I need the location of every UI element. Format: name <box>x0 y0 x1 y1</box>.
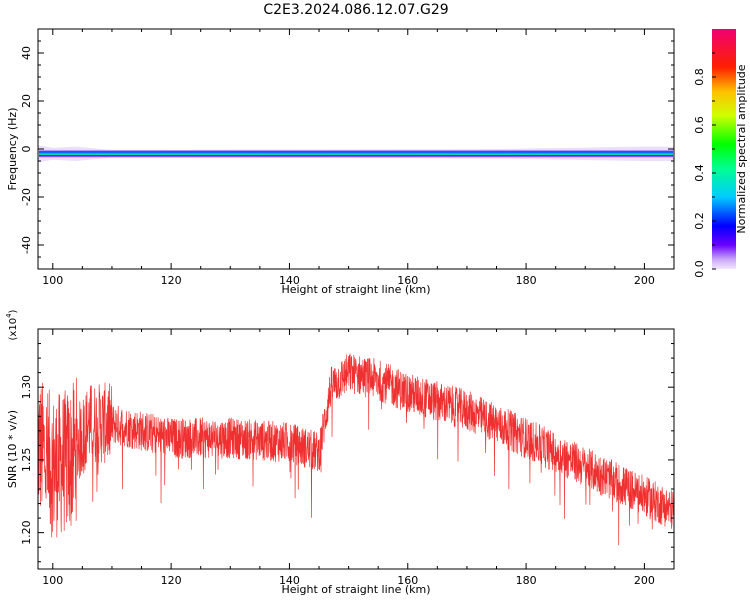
snr-panel: 100 120 140 160 180 200 1.20 1.25 1.30 Height o… <box>5 309 675 596</box>
colorbar-tick-label: 0.6 <box>693 116 706 134</box>
snr-x-label: Height of straight line (km) <box>281 583 430 596</box>
x-tick-label: 120 <box>161 574 182 587</box>
x-tick-label: 180 <box>516 274 537 287</box>
x-tick-label: 200 <box>634 574 655 587</box>
y-tick-label: 1.25 <box>20 448 33 473</box>
colorbar-tick-label: 0.8 <box>693 68 706 86</box>
y-tick-label: 1.30 <box>20 375 33 400</box>
spectrogram-y-ticks: -40 -20 0 20 40 <box>20 40 674 258</box>
y-tick-label: 40 <box>20 46 33 60</box>
chart-title: C2E3.2024.086.12.07.G29 <box>263 2 448 18</box>
spectrogram-y-label: Frequency (Hz) <box>6 108 19 191</box>
snr-multiplier-label: (x104) <box>5 309 19 340</box>
colorbar-tick-label: 0.2 <box>693 212 706 230</box>
colorbar-tick-label: 0.4 <box>693 164 706 182</box>
x-tick-label: 180 <box>516 574 537 587</box>
y-tick-label: 1.20 <box>20 520 33 545</box>
colorbar-gradient <box>712 29 736 269</box>
colorbar: 0.0 0.2 0.4 0.6 0.8 Normalized spectral ampl… <box>693 29 748 278</box>
snr-frame <box>37 328 675 570</box>
x-tick-label: 160 <box>397 274 418 287</box>
snr-y-label: SNR (10 * v/v) <box>6 410 19 488</box>
band-core <box>39 149 673 158</box>
colorbar-label: Normalized spectral amplitude <box>735 64 748 233</box>
spectrogram-x-label: Height of straight line (km) <box>281 283 430 296</box>
y-tick-label: -20 <box>20 188 33 206</box>
x-tick-label: 140 <box>279 274 300 287</box>
snr-y-ticks: 1.20 1.25 1.30 <box>20 343 674 563</box>
x-tick-label: 160 <box>397 574 418 587</box>
colorbar-tick-label: 0.0 <box>693 260 706 278</box>
y-tick-label: -40 <box>20 236 33 254</box>
x-tick-label: 100 <box>42 274 63 287</box>
x-tick-label: 100 <box>42 574 63 587</box>
spectrogram-x-ticks: 100 120 140 160 180 200 <box>42 29 675 287</box>
snr-x-ticks: 100 120 140 160 180 200 <box>42 329 675 587</box>
x-tick-label: 120 <box>161 274 182 287</box>
snr-series-line <box>38 353 674 546</box>
x-tick-label: 200 <box>634 274 655 287</box>
x-tick-label: 140 <box>279 574 300 587</box>
y-tick-label: 20 <box>20 94 33 108</box>
y-tick-label: 0 <box>20 146 33 153</box>
spectral-band <box>38 145 674 163</box>
spectrogram-panel: 100 120 140 160 180 200 -40 -20 0 20 40 Height of… <box>6 28 675 296</box>
colorbar-ticks: 0.0 0.2 0.4 0.6 0.8 <box>693 52 716 278</box>
